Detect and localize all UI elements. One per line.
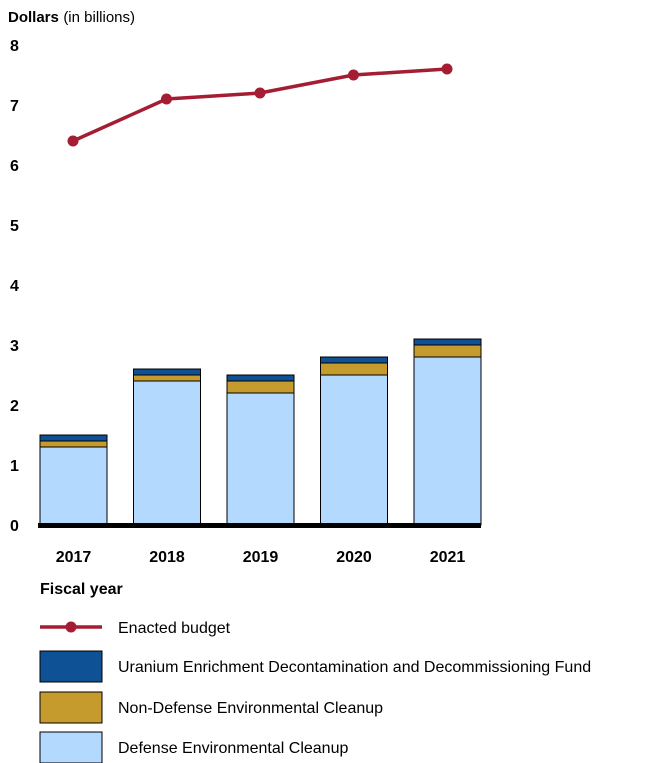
legend-label: Enacted budget [118, 620, 231, 637]
y-tick-label: 1 [10, 458, 19, 475]
y-tick-label: 8 [10, 38, 19, 55]
enacted-budget-point [67, 135, 79, 147]
bar-segment-non-defense [39, 440, 108, 448]
legend-label: Defense Environmental Cleanup [118, 740, 348, 757]
bar-segment-non-defense [133, 374, 201, 382]
bar-segment-non-defense [226, 380, 295, 394]
legend-swatch [39, 731, 103, 763]
bar-segment-defense [133, 380, 201, 526]
bar-segment-uranium [39, 434, 108, 442]
y-tick-label: 7 [10, 98, 19, 115]
legend-swatch [39, 691, 103, 724]
enacted-budget-line [72, 67, 448, 143]
bar-segment-uranium [133, 368, 201, 376]
enacted-budget-point [254, 87, 266, 99]
x-tick-label: 2020 [336, 549, 372, 566]
y-tick-label: 0 [10, 518, 19, 535]
bar-segment-defense [320, 374, 388, 526]
x-tick-label: 2018 [149, 549, 185, 566]
bar-segment-non-defense [320, 362, 388, 376]
bar-segment-defense [39, 446, 108, 526]
y-tick-label: 5 [10, 218, 19, 235]
x-tick-label: 2021 [430, 549, 466, 566]
x-axis-title: Fiscal year [40, 581, 123, 598]
y-tick-label: 2 [10, 398, 19, 415]
y-tick-label: 4 [10, 278, 19, 295]
x-axis-ticks: 2017 2018 2019 2020 2021 [56, 549, 466, 566]
x-tick-label: 2019 [243, 549, 279, 566]
y-axis-title: Dollars (in billions) [8, 9, 135, 26]
bar-segment-defense [413, 356, 482, 526]
bar-segment-uranium [226, 374, 295, 382]
bar-segment-uranium [320, 356, 388, 364]
bar-segment-uranium [413, 338, 482, 346]
y-tick-label: 3 [10, 338, 19, 355]
x-tick-label: 2017 [56, 549, 92, 566]
legend-point-icon [65, 621, 77, 633]
legend: Enacted budget Uranium Enrichment Deconta… [39, 620, 591, 763]
legend-label: Uranium Enrichment Decontamination and D… [118, 659, 591, 676]
enacted-budget-point [348, 69, 359, 81]
y-axis-ticks: 0 1 2 3 4 5 6 7 8 [10, 38, 19, 535]
bar-segment-defense [226, 392, 295, 526]
enacted-budget-line-group [67, 63, 453, 147]
enacted-budget-point [161, 93, 172, 105]
y-tick-label: 6 [10, 158, 19, 175]
legend-label: Non-Defense Environmental Cleanup [118, 700, 383, 717]
legend-swatch [39, 650, 103, 683]
y-axis-title-main: Dollars [8, 9, 59, 26]
bars [39, 338, 482, 526]
enacted-budget-point [441, 63, 453, 75]
x-axis-baseline [38, 523, 481, 528]
bar-segment-non-defense [413, 344, 482, 358]
y-axis-title-unit: (in billions) [63, 9, 135, 26]
